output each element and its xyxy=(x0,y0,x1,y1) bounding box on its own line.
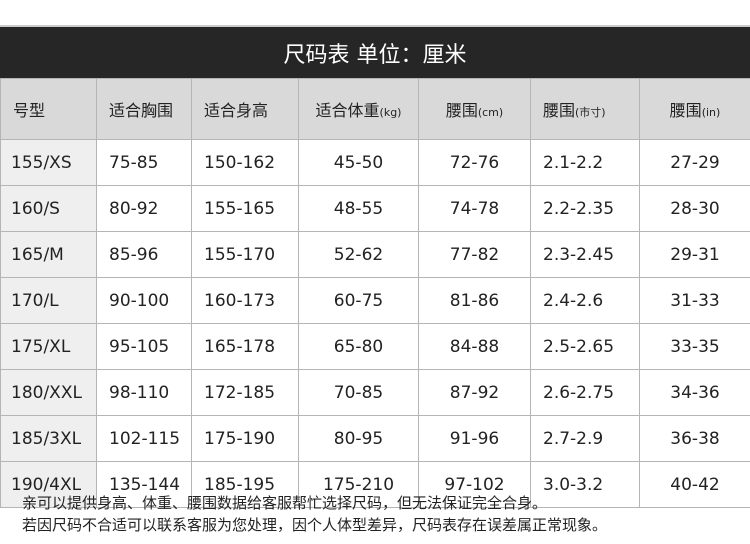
value-cell: 2.4-2.6 xyxy=(530,277,640,324)
value-cell: 165-178 xyxy=(191,323,299,370)
size-cell: 185/3XL xyxy=(0,415,97,462)
size-cell: 155/XS xyxy=(0,139,97,186)
size-table: 号型 适合胸围 适合身高 适合体重(kg) 腰围(cm) 腰围(市寸) 腰围(in) 155… xyxy=(0,78,750,508)
note-line: 亲可以提供身高、体重、腰围数据给客服帮忙选择尺码，但无法保证完全合身。 xyxy=(22,494,548,512)
value-cell: 3.0-3.2 xyxy=(530,461,640,508)
column-header: 适合身高 xyxy=(191,78,299,140)
column-header: 腰围(in) xyxy=(639,78,750,140)
value-cell: 2.7-2.9 xyxy=(530,415,640,462)
value-cell: 75-85 xyxy=(96,139,192,186)
table-row: 180/XXL 98-110 172-185 70-85 87-92 2.6-2.75 34… xyxy=(0,369,750,416)
header-label: 适合胸围 xyxy=(109,101,174,120)
value-cell: 40-42 xyxy=(639,461,750,508)
table-row: 155/XS 75-85 150-162 45-50 72-76 2.1-2.2 27-29 xyxy=(0,139,750,186)
header-label: 适合身高 xyxy=(204,101,269,120)
size-cell: 160/S xyxy=(0,185,97,232)
header-unit: (市寸) xyxy=(575,106,606,119)
header-label: 腰围 xyxy=(445,101,478,120)
value-cell: 80-95 xyxy=(298,415,419,462)
value-cell: 155-170 xyxy=(191,231,299,278)
header-label: 号型 xyxy=(13,101,46,120)
table-row: 190/4XL 135-144 185-195 175-210 97-102 3.0-3.… xyxy=(0,461,750,508)
table-row: 170/L 90-100 160-173 60-75 81-86 2.4-2.6 31-33 xyxy=(0,277,750,324)
value-cell: 27-29 xyxy=(639,139,750,186)
value-cell: 2.1-2.2 xyxy=(530,139,640,186)
value-cell: 2.2-2.35 xyxy=(530,185,640,232)
value-cell: 135-144 xyxy=(96,461,192,508)
value-cell: 65-80 xyxy=(298,323,419,370)
size-cell: 190/4XL xyxy=(0,461,97,508)
value-cell: 60-75 xyxy=(298,277,419,324)
header-unit: (kg) xyxy=(379,106,402,119)
value-cell: 90-100 xyxy=(96,277,192,324)
value-cell: 85-96 xyxy=(96,231,192,278)
value-cell: 80-92 xyxy=(96,185,192,232)
value-cell: 155-165 xyxy=(191,185,299,232)
column-header: 腰围(cm) xyxy=(418,78,531,140)
column-header: 适合胸围 xyxy=(96,78,192,140)
value-cell: 33-35 xyxy=(639,323,750,370)
value-cell: 2.6-2.75 xyxy=(530,369,640,416)
value-cell: 87-92 xyxy=(418,369,531,416)
value-cell: 77-82 xyxy=(418,231,531,278)
value-cell: 172-185 xyxy=(191,369,299,416)
value-cell: 175-190 xyxy=(191,415,299,462)
value-cell: 150-162 xyxy=(191,139,299,186)
header-label: 腰围 xyxy=(669,101,702,120)
header-unit: (in) xyxy=(701,106,721,119)
note-line: 若因尺码不合适可以联系客服为您处理，因个人体型差异，尺码表存在误差属正常现象。 xyxy=(22,516,608,534)
value-cell: 185-195 xyxy=(191,461,299,508)
value-cell: 34-36 xyxy=(639,369,750,416)
value-cell: 29-31 xyxy=(639,231,750,278)
column-header: 适合体重(kg) xyxy=(298,78,419,140)
value-cell: 52-62 xyxy=(298,231,419,278)
page-title: 尺码表 单位：厘米 xyxy=(0,25,750,78)
value-cell: 2.3-2.45 xyxy=(530,231,640,278)
table-row: 185/3XL 102-115 175-190 80-95 91-96 2.7-2.9 36… xyxy=(0,415,750,462)
table-row: 175/XL 95-105 165-178 65-80 84-88 2.5-2.65 33-… xyxy=(0,323,750,370)
column-header: 号型 xyxy=(0,78,97,140)
size-cell: 165/M xyxy=(0,231,97,278)
value-cell: 2.5-2.65 xyxy=(530,323,640,370)
value-cell: 48-55 xyxy=(298,185,419,232)
value-cell: 70-85 xyxy=(298,369,419,416)
value-cell: 160-173 xyxy=(191,277,299,324)
column-header: 腰围(市寸) xyxy=(530,78,640,140)
notes: 亲可以提供身高、体重、腰围数据给客服帮忙选择尺码，但无法保证完全合身。 若因尺码… xyxy=(22,492,607,536)
value-cell: 45-50 xyxy=(298,139,419,186)
value-cell: 91-96 xyxy=(418,415,531,462)
header-unit: (cm) xyxy=(477,106,504,119)
value-cell: 74-78 xyxy=(418,185,531,232)
value-cell: 98-110 xyxy=(96,369,192,416)
value-cell: 28-30 xyxy=(639,185,750,232)
value-cell: 84-88 xyxy=(418,323,531,370)
table-row: 165/M 85-96 155-170 52-62 77-82 2.3-2.45 29-31 xyxy=(0,231,750,278)
value-cell: 175-210 xyxy=(298,461,419,508)
value-cell: 97-102 xyxy=(418,461,531,508)
header-label: 适合体重 xyxy=(315,101,380,120)
value-cell: 102-115 xyxy=(96,415,192,462)
size-cell: 180/XXL xyxy=(0,369,97,416)
header-label: 腰围 xyxy=(543,101,576,120)
value-cell: 81-86 xyxy=(418,277,531,324)
size-cell: 170/L xyxy=(0,277,97,324)
table-row: 160/S 80-92 155-165 48-55 74-78 2.2-2.35 28-30 xyxy=(0,185,750,232)
value-cell: 36-38 xyxy=(639,415,750,462)
value-cell: 31-33 xyxy=(639,277,750,324)
size-cell: 175/XL xyxy=(0,323,97,370)
value-cell: 72-76 xyxy=(418,139,531,186)
value-cell: 95-105 xyxy=(96,323,192,370)
header-row: 号型 适合胸围 适合身高 适合体重(kg) 腰围(cm) 腰围(市寸) 腰围(in) xyxy=(0,78,750,140)
